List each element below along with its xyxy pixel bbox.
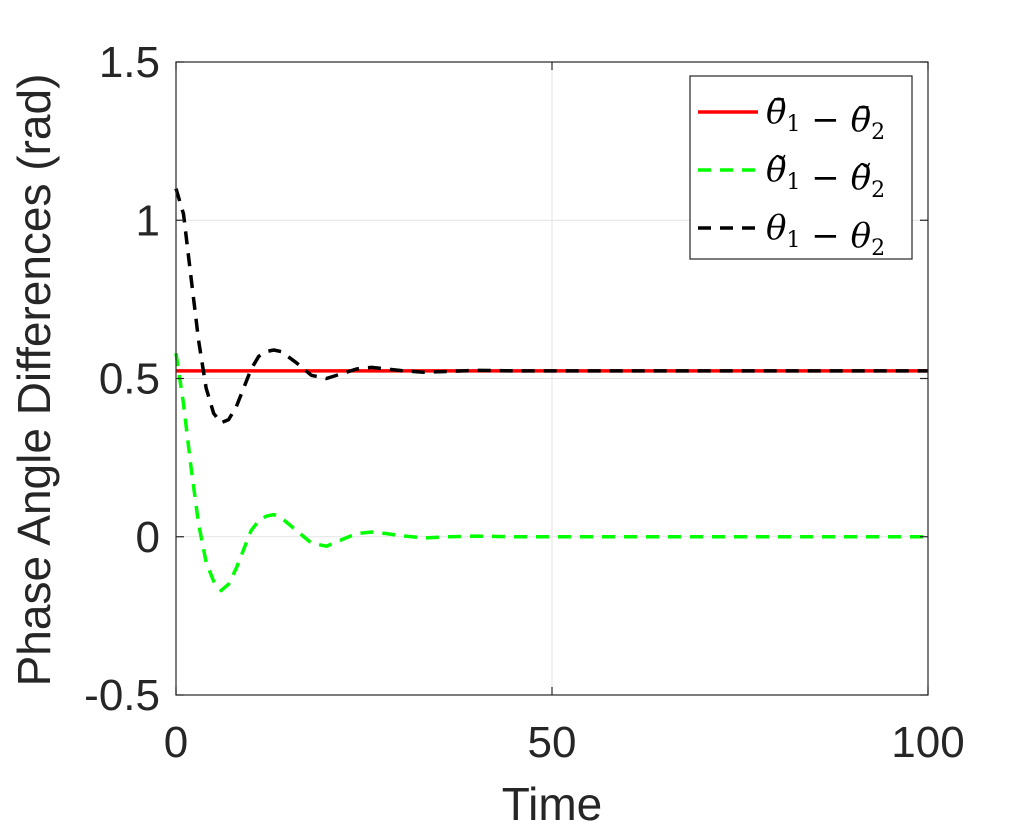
tick-labels: 0 50 100-0.500.511.5 bbox=[84, 38, 965, 767]
legend: θ̄1 − θ̄2θ̃1 − θ̃2θ1 − θ2 bbox=[689, 75, 913, 261]
y-tick-label: 1 bbox=[136, 196, 160, 245]
y-axis-label: Phase Angle Differences (rad) bbox=[8, 74, 60, 687]
y-tick-label: 0 bbox=[136, 513, 160, 562]
y-tick-label: -0.5 bbox=[84, 671, 160, 720]
legend-label-1: θ̄1 − θ̄2 bbox=[766, 92, 885, 145]
x-axis-label: Time bbox=[502, 778, 603, 830]
series-line-3 bbox=[174, 188, 928, 425]
x-tick-label: 100 bbox=[891, 718, 964, 767]
y-tick-label: 1.5 bbox=[99, 38, 160, 87]
series-line-2 bbox=[174, 352, 928, 593]
axis-ticks bbox=[175, 61, 929, 696]
y-tick-label: 0.5 bbox=[99, 355, 160, 404]
legend-label-3: θ1 − θ2 bbox=[766, 208, 885, 261]
series-lines bbox=[174, 188, 928, 593]
x-tick-label: 0 bbox=[164, 718, 188, 767]
legend-label-2: θ̃1 − θ̃2 bbox=[766, 150, 885, 203]
x-tick-label: 50 bbox=[528, 718, 577, 767]
